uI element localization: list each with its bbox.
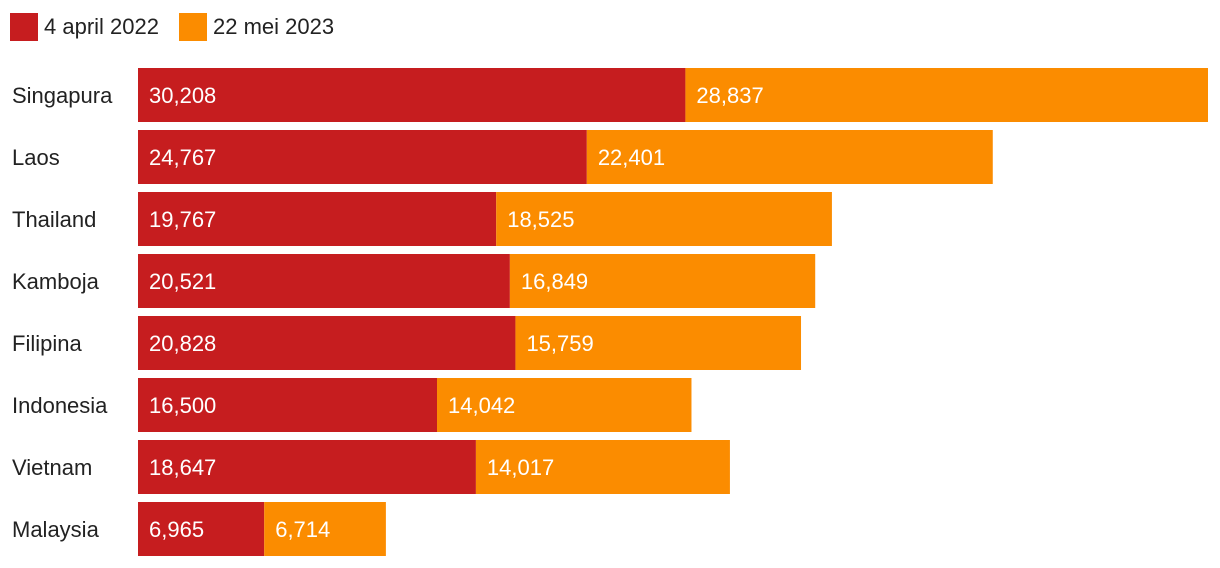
bar-segment-series-1 bbox=[138, 192, 497, 246]
category-label: Thailand bbox=[12, 207, 96, 232]
legend-swatch-series-2 bbox=[178, 13, 207, 41]
data-label: 28,837 bbox=[696, 83, 763, 108]
category-label: Filipina bbox=[12, 331, 82, 356]
bar-segment-series-1 bbox=[138, 440, 476, 494]
bar-segment-series-2 bbox=[515, 316, 802, 370]
bar-segment-series-2 bbox=[685, 68, 1208, 122]
legend-item-series-2: 22 mei 2023 bbox=[178, 13, 335, 41]
bar-segment-series-1 bbox=[138, 130, 587, 184]
legend-label-series-2: 22 mei 2023 bbox=[212, 14, 335, 39]
bar-segment-series-2 bbox=[509, 254, 816, 308]
data-label: 30,208 bbox=[149, 83, 216, 108]
data-label: 15,759 bbox=[526, 331, 593, 356]
bar-segment-series-2 bbox=[496, 192, 832, 246]
category-label: Malaysia bbox=[12, 517, 100, 542]
data-label: 16,849 bbox=[521, 269, 588, 294]
data-label: 22,401 bbox=[598, 145, 665, 170]
data-label: 20,521 bbox=[149, 269, 216, 294]
category-label: Kamboja bbox=[12, 269, 100, 294]
data-label: 24,767 bbox=[149, 145, 216, 170]
bar-segment-series-2 bbox=[586, 130, 993, 184]
data-label: 14,042 bbox=[448, 393, 515, 418]
bar-segment-series-1 bbox=[138, 378, 438, 432]
legend-label-series-1: 4 april 2022 bbox=[44, 14, 159, 39]
category-label: Indonesia bbox=[12, 393, 108, 418]
data-label: 19,767 bbox=[149, 207, 216, 232]
data-label: 20,828 bbox=[149, 331, 216, 356]
category-label: Singapura bbox=[12, 83, 113, 108]
legend-item-series-1: 4 april 2022 bbox=[10, 13, 159, 41]
bar-segment-series-1 bbox=[138, 68, 686, 122]
data-label: 18,525 bbox=[507, 207, 574, 232]
legend: 4 april 2022 22 mei 2023 bbox=[10, 10, 354, 44]
bar-segment-series-2 bbox=[475, 440, 730, 494]
data-label: 6,714 bbox=[275, 517, 330, 542]
category-label: Laos bbox=[12, 145, 60, 170]
bar-segment-series-1 bbox=[138, 502, 265, 556]
data-label: 16,500 bbox=[149, 393, 216, 418]
bar-segment-series-1 bbox=[138, 316, 516, 370]
category-label: Vietnam bbox=[12, 455, 92, 480]
data-label: 14,017 bbox=[487, 455, 554, 480]
data-label: 18,647 bbox=[149, 455, 216, 480]
bar-segment-series-1 bbox=[138, 254, 510, 308]
data-label: 6,965 bbox=[149, 517, 204, 542]
legend-swatch-series-1 bbox=[10, 13, 38, 41]
bar-segment-series-2 bbox=[437, 378, 692, 432]
bar-segment-series-2 bbox=[264, 502, 386, 556]
